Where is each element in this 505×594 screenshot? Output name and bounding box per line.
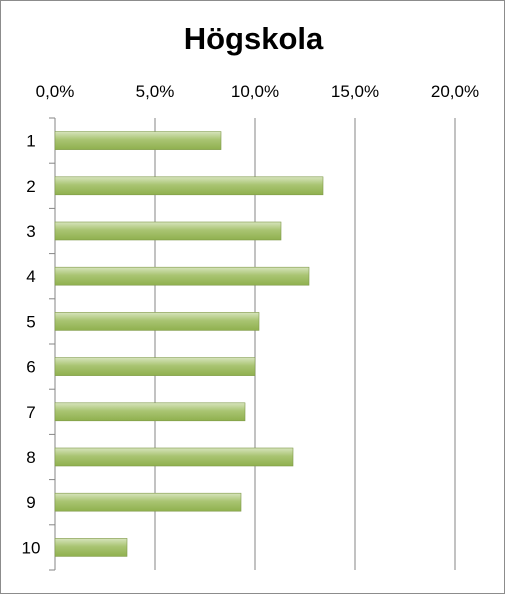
y-tick-label: 3 — [26, 222, 35, 241]
y-tick-label: 7 — [26, 403, 35, 422]
x-tick-label: 15,0% — [331, 82, 379, 101]
x-tick-label: 5,0% — [136, 82, 175, 101]
x-tick-label: 20,0% — [431, 82, 479, 101]
bar — [54, 538, 128, 557]
bar — [54, 447, 294, 467]
y-tick-label: 1 — [26, 132, 35, 151]
bar — [54, 131, 222, 150]
bar — [54, 402, 246, 422]
y-tick-label: 4 — [26, 267, 35, 286]
bar — [54, 312, 260, 331]
bar — [54, 221, 282, 241]
y-tick-label: 10 — [22, 538, 41, 557]
bar — [54, 266, 310, 286]
y-tick-label: 8 — [26, 448, 35, 467]
bar — [54, 492, 242, 512]
y-tick-label: 6 — [26, 358, 35, 377]
x-tick-label: 10,0% — [231, 82, 279, 101]
bar — [54, 357, 256, 376]
bar — [54, 176, 324, 196]
y-tick-label: 5 — [26, 312, 35, 331]
y-tick-label: 9 — [26, 493, 35, 512]
y-tick-label: 2 — [26, 177, 35, 196]
x-tick-label: 0,0% — [36, 82, 75, 101]
chart-title: Högskola — [183, 21, 324, 56]
